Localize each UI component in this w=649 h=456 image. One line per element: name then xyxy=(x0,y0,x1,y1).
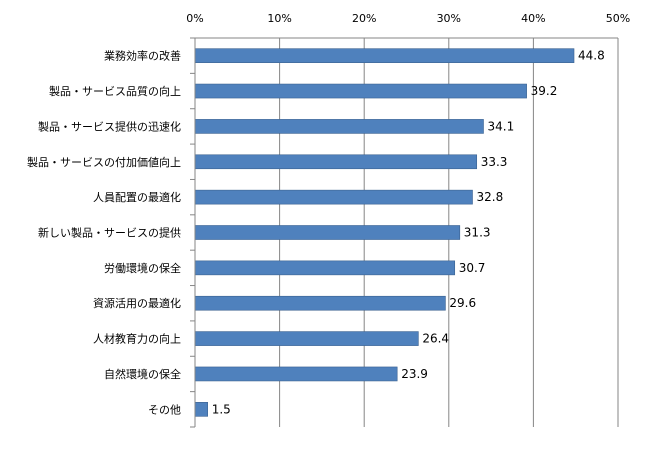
bar xyxy=(194,402,208,417)
bar xyxy=(194,119,484,134)
data-label: 29.6 xyxy=(449,296,476,310)
category-label: 製品・サービス提供の迅速化 xyxy=(38,119,181,133)
bar xyxy=(194,225,461,240)
category-label: 自然環境の保全 xyxy=(104,367,181,381)
data-label: 1.5 xyxy=(212,402,231,416)
x-tick-label: 30% xyxy=(437,12,461,25)
x-tick-label: 50% xyxy=(606,12,630,25)
x-tick-label: 20% xyxy=(352,12,376,25)
bar xyxy=(194,331,419,346)
bar xyxy=(194,295,446,311)
category-labels: 業務効率の改善製品・サービス品質の向上製品・サービス提供の迅速化製品・サービスの… xyxy=(27,49,181,417)
axes xyxy=(190,37,618,428)
bar xyxy=(194,83,527,99)
category-label: 労働環境の保全 xyxy=(104,261,181,275)
data-label: 33.3 xyxy=(481,155,508,169)
category-label: 人員配置の最適化 xyxy=(93,190,181,204)
category-label: 人材教育力の向上 xyxy=(93,332,181,346)
data-label: 26.4 xyxy=(422,332,449,346)
bar xyxy=(194,260,456,276)
x-tick-label: 0% xyxy=(186,12,203,25)
data-label: 23.9 xyxy=(401,367,428,381)
data-label: 39.2 xyxy=(531,84,558,98)
bars xyxy=(194,48,575,417)
bar xyxy=(194,154,478,170)
x-tick-label: 10% xyxy=(267,12,291,25)
category-label: 製品・サービス品質の向上 xyxy=(49,84,181,98)
category-label: その他 xyxy=(148,403,181,416)
data-label: 32.8 xyxy=(476,190,503,204)
category-label: 製品・サービスの付加価値向上 xyxy=(27,155,181,169)
bar xyxy=(194,48,575,63)
data-label: 30.7 xyxy=(459,261,486,275)
bar xyxy=(194,189,473,205)
x-axis-ticks: 0% 10% 20% 30% 40% 50% xyxy=(186,12,630,25)
data-label: 34.1 xyxy=(487,119,514,133)
category-label: 資源活用の最適化 xyxy=(93,296,181,310)
x-tick-label: 40% xyxy=(521,12,545,25)
bar xyxy=(194,366,398,382)
category-label: 新しい製品・サービスの提供 xyxy=(38,226,181,240)
data-labels: 44.8 39.2 34.1 33.3 32.8 31.3 30.7 29.6 26.4 23.9… xyxy=(212,49,605,417)
data-label: 31.3 xyxy=(464,226,491,240)
category-label: 業務効率の改善 xyxy=(104,49,181,63)
data-label: 44.8 xyxy=(578,49,605,63)
